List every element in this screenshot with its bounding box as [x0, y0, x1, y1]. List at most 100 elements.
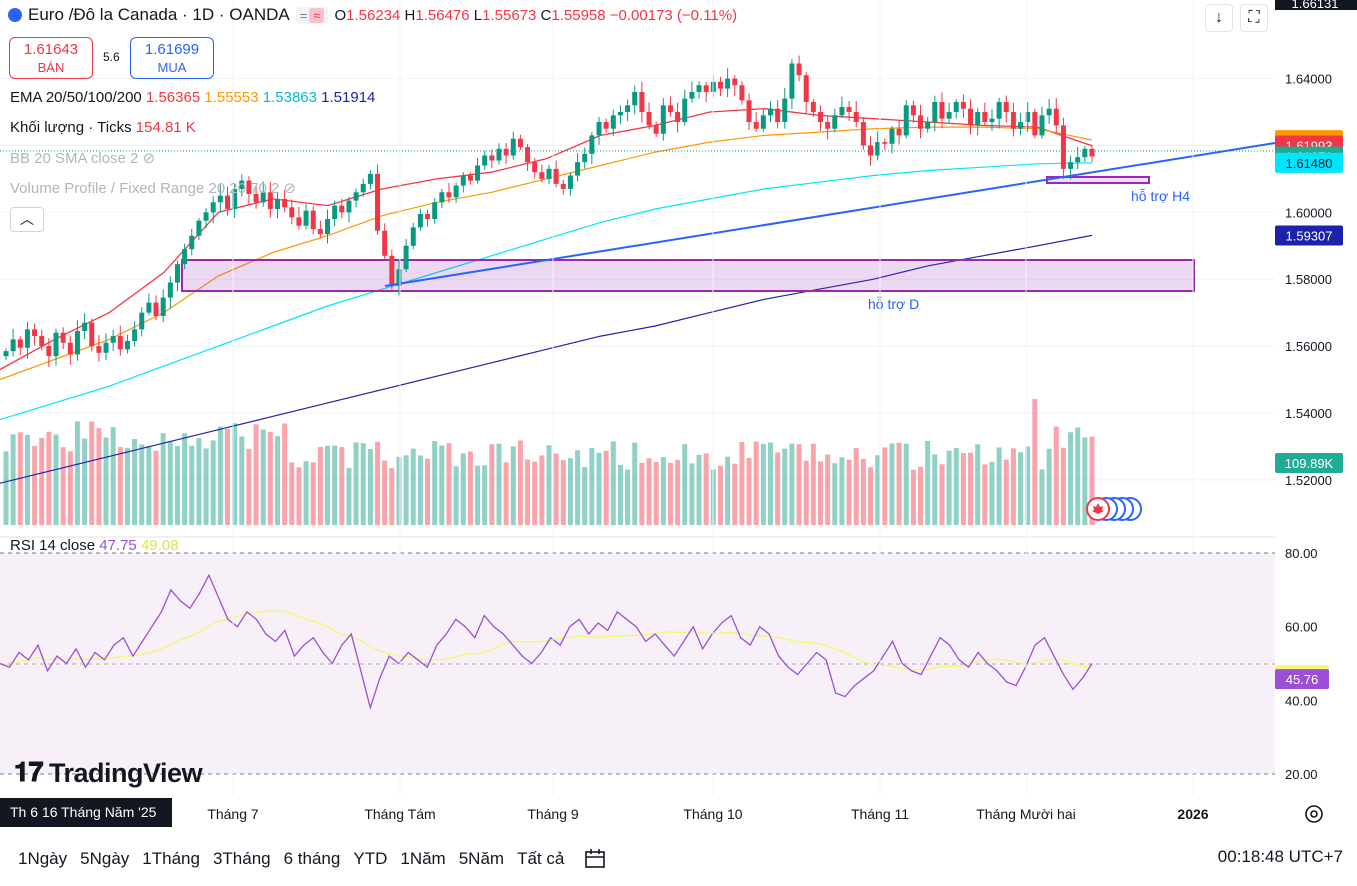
pill-b[interactable]: ≈: [309, 7, 325, 23]
candle-body: [82, 322, 88, 332]
bb-legend[interactable]: BB 20 SMA close 2 ⊘: [10, 149, 155, 167]
download-icon[interactable]: ↓: [1205, 4, 1233, 32]
candle-body: [1046, 108, 1052, 116]
candle-body: [267, 192, 273, 209]
hidden-eye-icon[interactable]: ⊘: [283, 180, 297, 197]
candle-body: [467, 175, 473, 181]
collapse-legend-button[interactable]: ︿: [10, 207, 44, 232]
candle-body: [389, 255, 395, 286]
candle-body: [17, 339, 23, 348]
candle-body: [953, 101, 959, 113]
fullscreen-icon[interactable]: ⛶: [1240, 4, 1268, 32]
volume-legend[interactable]: Khối lượng · Ticks 154.81 K: [10, 119, 196, 136]
candle-body: [196, 220, 202, 236]
calendar-icon[interactable]: [583, 848, 609, 870]
volume-bar: [417, 455, 423, 525]
compare-pill[interactable]: = ≈: [295, 6, 329, 24]
candle-body: [475, 165, 481, 181]
open-value: 1.56234: [346, 6, 401, 24]
rsi-legend[interactable]: RSI 14 close 47.75 49.08: [10, 537, 178, 554]
candle-body: [1060, 125, 1066, 169]
volume-bar: [224, 428, 230, 525]
volume-bar: [89, 421, 95, 525]
high-label: H: [404, 6, 416, 24]
ema-legend[interactable]: EMA 20/50/100/200 1.56365 1.55553 1.5386…: [10, 89, 375, 106]
candle-body: [432, 202, 438, 220]
range-button-7[interactable]: 5Năm: [458, 849, 505, 868]
volume-bar: [603, 450, 609, 525]
volume-bar: [3, 451, 9, 525]
support-zone-daily[interactable]: [181, 259, 1195, 292]
clock[interactable]: 00:18:48 UTC+7: [1217, 847, 1343, 866]
pill-a[interactable]: =: [299, 7, 308, 23]
spread-value: 5.6: [103, 50, 120, 64]
volume-bar: [53, 434, 59, 525]
candle-body: [425, 213, 431, 220]
volume-bar: [1046, 448, 1052, 525]
rsi-label-text: 45.76: [1286, 672, 1319, 687]
tradingview-logo[interactable]: 𝟏𝟕 TradingView: [14, 757, 203, 789]
volume-bar: [782, 448, 788, 525]
volume-bar: [439, 445, 445, 525]
volume-bar: [24, 434, 30, 525]
sell-button[interactable]: 1.61643 BÁN: [9, 37, 93, 79]
buy-label: MUA: [157, 60, 187, 75]
volume-bar: [617, 464, 623, 525]
candle-body: [46, 346, 52, 357]
price-axis[interactable]: 1.661311.640001.620001.600001.580001.560…: [1275, 0, 1357, 535]
volume-bar: [725, 456, 731, 525]
range-button-3[interactable]: 3Tháng: [212, 849, 271, 868]
symbol-title[interactable]: Euro /Đô la Canada · 1D · OANDA: [28, 5, 290, 24]
candle-body: [725, 78, 731, 89]
volume-bar: [267, 431, 273, 525]
range-button-2[interactable]: 1Tháng: [142, 849, 200, 868]
volume-bar: [796, 444, 802, 525]
range-button-8[interactable]: Tất cả: [517, 849, 565, 868]
candle-body: [703, 85, 709, 92]
ema200-line: [0, 234, 1093, 484]
candle-body: [968, 108, 974, 126]
top-price-text: 1.66131: [1292, 0, 1339, 11]
candle-body: [289, 207, 295, 218]
vp-legend[interactable]: Volume Profile / Fixed Range 20 20 70 2 …: [10, 179, 296, 197]
volume-bar: [96, 428, 102, 525]
trendline[interactable]: [384, 142, 1276, 287]
event-flags[interactable]: [1086, 497, 1142, 521]
range-button-6[interactable]: 1Năm: [400, 849, 446, 868]
time-axis[interactable]: Tháng 7 Tháng Tám Tháng 9 Tháng 10 Tháng 11 T…: [207, 0, 1209, 822]
volume-bar: [167, 441, 173, 525]
candle-body: [717, 81, 723, 89]
price-tick-label: 1.60000: [1285, 205, 1332, 220]
candle-body: [975, 112, 981, 126]
volume-series: [3, 399, 1095, 525]
candle-body: [1068, 162, 1074, 169]
volume-bar: [925, 440, 931, 525]
rsi-label: RSI 14 close: [10, 537, 96, 554]
candle-body: [1039, 115, 1045, 136]
volume-bar: [110, 427, 116, 525]
range-button-5[interactable]: YTD: [353, 849, 388, 868]
candle-body: [903, 105, 909, 136]
candle-body: [632, 91, 638, 106]
volume-bar: [503, 462, 509, 525]
candle-body: [546, 168, 552, 179]
rsi-tick-label: 40.00: [1285, 693, 1318, 708]
volume-bar: [360, 443, 366, 525]
hidden-eye-icon[interactable]: ⊘: [142, 150, 156, 167]
candle-body: [653, 125, 659, 134]
candle-body: [868, 145, 874, 156]
candle-body: [825, 122, 831, 129]
volume-bar: [425, 458, 431, 525]
buy-button[interactable]: 1.61699 MUA: [130, 37, 214, 79]
range-button-1[interactable]: 5Ngày: [80, 849, 130, 868]
range-button-4[interactable]: 6 tháng: [283, 849, 341, 868]
volume-bar: [582, 467, 588, 525]
candle-body: [667, 105, 673, 113]
range-button-0[interactable]: 1Ngày: [18, 849, 68, 868]
volume-label: Khối lượng · Ticks: [10, 119, 132, 136]
rsi-tick-label: 20.00: [1285, 767, 1318, 782]
candle-body: [832, 115, 838, 129]
settings-gear-icon[interactable]: [1303, 803, 1325, 825]
